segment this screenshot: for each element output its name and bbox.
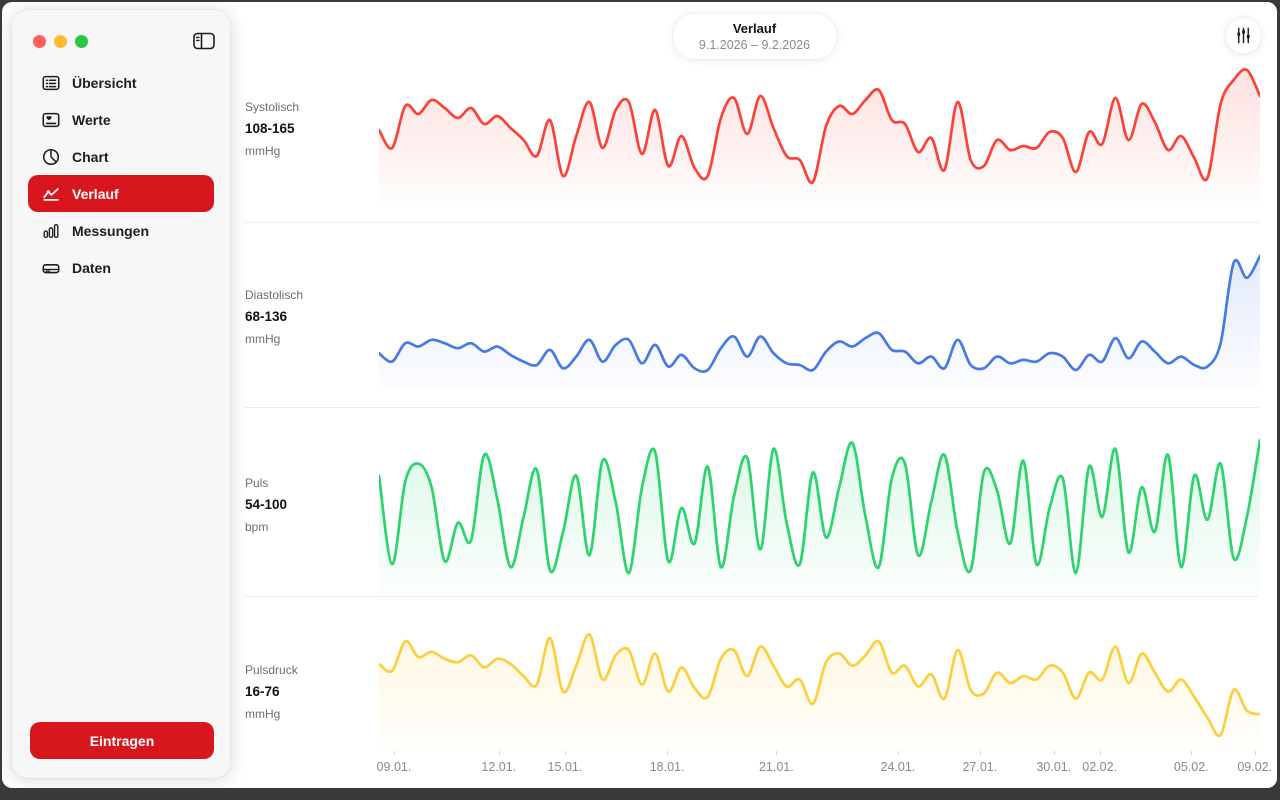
sidebar-item-werte[interactable]: Werte xyxy=(28,101,214,138)
page-title-pill: Verlauf 9.1.2026 – 9.2.2026 xyxy=(671,13,838,60)
sidebar-item-label: Verlauf xyxy=(72,185,119,202)
x-tick-label: 21.01. xyxy=(758,760,794,774)
series-unit: mmHg xyxy=(245,332,281,346)
x-tick-label: 02.02. xyxy=(1082,760,1118,774)
x-axis-labels: 09.01. 12.01. 15.01. 18.01. 21.01. 24.01. 27.0… xyxy=(376,760,1273,778)
traffic-lights xyxy=(33,35,88,48)
x-tick-label: 18.01. xyxy=(649,760,685,774)
series-range: 108-165 xyxy=(245,121,295,136)
x-tick-label: 24.01. xyxy=(880,760,916,774)
minimize-button[interactable] xyxy=(54,35,67,48)
series-range: 54-100 xyxy=(245,497,288,512)
sliders-icon xyxy=(1234,26,1253,45)
drive-icon xyxy=(40,257,62,279)
sidebar-item-daten[interactable]: Daten xyxy=(28,249,214,286)
x-tick-label: 27.01. xyxy=(962,760,998,774)
x-tick-label: 05.02. xyxy=(1173,760,1209,774)
sidebar-item-label: Daten xyxy=(72,259,111,276)
close-button[interactable] xyxy=(33,35,46,48)
series-label-puls: Puls 54-100 bpm xyxy=(245,472,375,538)
section-divider xyxy=(244,407,1259,408)
date-range: 9.1.2026 – 9.2.2026 xyxy=(698,38,811,52)
eintragen-button[interactable]: Eintragen xyxy=(30,722,214,759)
chart-puls xyxy=(379,432,1260,594)
series-name: Diastolisch xyxy=(245,288,304,302)
bars-icon xyxy=(40,220,62,242)
series-unit: bpm xyxy=(245,520,269,534)
main-content: Verlauf 9.1.2026 – 9.2.2026 Sys xyxy=(232,2,1277,788)
series-range: 16-76 xyxy=(245,684,280,699)
app-window: Übersicht Werte Chart Verlauf xyxy=(2,2,1277,788)
sidebar-item-label: Werte xyxy=(72,111,111,128)
line-chart-icon xyxy=(40,183,62,205)
x-tick-label: 09.02. xyxy=(1237,760,1273,774)
sidebar-item-verlauf[interactable]: Verlauf xyxy=(28,175,214,212)
pie-chart-icon xyxy=(40,146,62,168)
chart-systolisch xyxy=(379,62,1260,202)
filter-button[interactable] xyxy=(1225,17,1262,54)
sidebar-nav: Übersicht Werte Chart Verlauf xyxy=(28,64,214,286)
series-name: Pulsdruck xyxy=(245,663,298,677)
overview-icon xyxy=(40,72,62,94)
series-label-diastolisch: Diastolisch 68-136 mmHg xyxy=(245,284,375,350)
sidebar-item-uebersicht[interactable]: Übersicht xyxy=(28,64,214,101)
zoom-button[interactable] xyxy=(75,35,88,48)
series-range: 68-136 xyxy=(245,309,288,324)
sidebar-item-chart[interactable]: Chart xyxy=(28,138,214,175)
sidebar-toggle-icon[interactable] xyxy=(192,30,216,52)
page-title: Verlauf xyxy=(732,21,777,36)
series-name: Puls xyxy=(245,476,269,490)
sidebar-item-label: Messungen xyxy=(72,222,150,239)
section-divider xyxy=(244,596,1259,597)
series-name: Systolisch xyxy=(245,100,300,114)
chart-diastolisch xyxy=(379,248,1260,388)
sidebar-item-label: Chart xyxy=(72,148,109,165)
x-tick-label: 15.01. xyxy=(547,760,583,774)
sidebar: Übersicht Werte Chart Verlauf xyxy=(12,10,230,778)
x-tick-label: 12.01. xyxy=(481,760,517,774)
sidebar-item-messungen[interactable]: Messungen xyxy=(28,212,214,249)
sidebar-item-label: Übersicht xyxy=(72,74,137,91)
section-divider xyxy=(244,222,1259,223)
x-axis-ticks xyxy=(379,751,1260,756)
series-unit: mmHg xyxy=(245,144,281,158)
x-tick-label: 09.01. xyxy=(376,760,412,774)
x-tick-label: 30.01. xyxy=(1036,760,1072,774)
values-icon xyxy=(40,109,62,131)
series-label-systolisch: Systolisch 108-165 mmHg xyxy=(245,96,375,162)
series-label-pulsdruck: Pulsdruck 16-76 mmHg xyxy=(245,659,375,725)
series-unit: mmHg xyxy=(245,707,281,721)
chart-pulsdruck xyxy=(379,623,1260,753)
